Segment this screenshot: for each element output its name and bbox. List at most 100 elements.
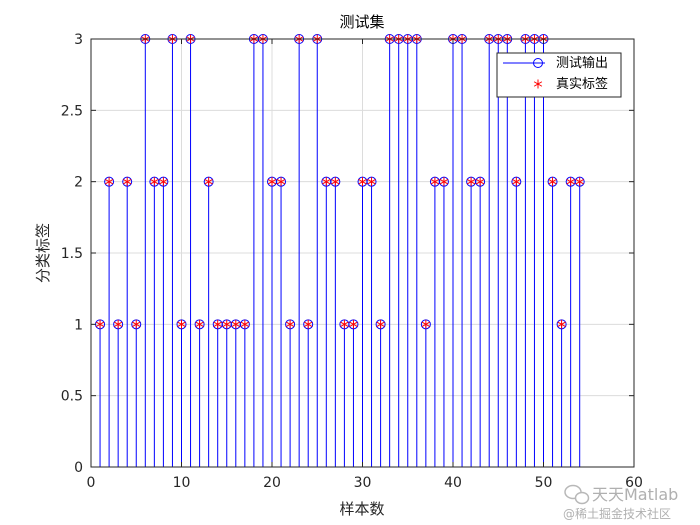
y-tick-label: 0 — [74, 460, 83, 476]
y-tick-label: 2 — [74, 175, 83, 191]
asterisk-stroke — [222, 321, 231, 328]
asterisk-stroke — [533, 81, 543, 87]
truth-asterisk-marker — [566, 177, 575, 187]
watermark-line-1: 天天Matlab — [592, 485, 678, 504]
x-axis-ticks: 0 10 20 30 40 50 60 — [87, 39, 643, 491]
asterisk-stroke — [376, 321, 385, 328]
asterisk-stroke — [331, 178, 340, 185]
truth-asterisk-marker — [195, 319, 204, 329]
truth-asterisk-marker — [466, 177, 476, 187]
legend-box — [496, 52, 622, 98]
stem-series — [99, 39, 581, 467]
truth-asterisk-marker — [114, 319, 123, 329]
truth-asterisk-marker — [213, 319, 222, 329]
truth-asterisk-marker — [548, 177, 557, 187]
asterisk-stroke — [159, 178, 168, 185]
x-tick-label: 40 — [444, 475, 462, 491]
asterisk-stroke — [421, 321, 430, 328]
asterisk-stroke — [114, 321, 123, 328]
y-tick-label: 1.5 — [61, 246, 83, 262]
truth-asterisk-marker — [104, 177, 114, 187]
legend-circle-marker-icon — [533, 58, 543, 68]
truth-asterisk-marker — [421, 319, 430, 329]
asterisk-stroke — [367, 178, 376, 185]
truth-asterisk-marker — [159, 177, 168, 187]
wechat-logo-icon — [564, 484, 590, 505]
legend-entry-truth: 真实标签 — [533, 76, 608, 92]
asterisk-stroke — [476, 178, 485, 185]
x-tick-label: 30 — [354, 475, 372, 491]
y-tick-label: 2.5 — [61, 103, 83, 119]
asterisk-stroke — [150, 178, 159, 185]
asterisk-stroke — [177, 321, 186, 328]
x-tick-label: 10 — [173, 475, 191, 491]
x-tick-label: 50 — [535, 475, 553, 491]
x-tick-label: 60 — [625, 475, 643, 491]
legend-label-output: 测试输出 — [556, 55, 608, 71]
asterisk-stroke — [231, 321, 240, 328]
truth-asterisk-marker — [367, 177, 376, 187]
y-tick-label: 1 — [74, 317, 83, 333]
truth-asterisk-marker — [204, 177, 213, 187]
asterisk-stroke — [439, 178, 449, 185]
legend-asterisk-marker-icon — [533, 79, 543, 89]
x-tick-label: 0 — [87, 475, 96, 491]
asterisk-stroke — [349, 321, 358, 328]
asterisk-stroke — [285, 321, 295, 328]
legend-entry-output: 测试输出 — [503, 55, 608, 71]
truth-asterisk-marker — [95, 319, 105, 329]
asterisk-stroke — [104, 178, 114, 185]
truth-asterisk-marker — [276, 177, 286, 187]
asterisk-stroke — [267, 178, 277, 185]
asterisk-stroke — [123, 178, 132, 185]
truth-asterisk-marker — [177, 319, 186, 329]
y-axis-label: 分类标签 — [34, 223, 52, 283]
truth-asterisk-marker — [231, 319, 240, 329]
asterisk-stroke — [512, 178, 521, 185]
truth-asterisk-marker — [340, 319, 349, 329]
asterisk-stroke — [358, 178, 367, 185]
truth-asterisk-marker — [304, 319, 313, 329]
truth-asterisk-marker — [132, 319, 141, 329]
asterisk-stroke — [304, 321, 313, 328]
truth-asterisk-marker — [575, 177, 584, 187]
asterisk-stroke — [322, 178, 331, 185]
truth-asterisk-marker — [267, 177, 277, 187]
truth-asterisk-marker — [430, 177, 440, 187]
truth-asterisk-marker — [331, 177, 340, 187]
truth-asterisk-marker — [557, 319, 566, 329]
truth-asterisk-marker — [439, 177, 449, 187]
truth-asterisk-marker — [512, 177, 521, 187]
truth-asterisk-marker — [240, 319, 249, 329]
watermark-line-2: @稀土掘金技术社区 — [563, 506, 671, 521]
truth-asterisk-marker — [358, 177, 367, 187]
truth-asterisk-marker — [222, 319, 231, 329]
watermark: 天天Matlab @稀土掘金技术社区 — [563, 484, 678, 521]
truth-asterisk-marker — [322, 177, 331, 187]
asterisk-stroke — [466, 178, 476, 185]
y-axis-ticks: 0 0.5 1 1.5 2 2.5 3 — [61, 32, 634, 476]
asterisk-stroke — [95, 321, 105, 328]
truth-asterisk-marker — [285, 319, 295, 329]
asterisk-stroke — [575, 178, 584, 185]
truth-asterisk-marker — [123, 177, 132, 187]
chart-title: 测试集 — [339, 13, 384, 31]
asterisk-stroke — [195, 321, 204, 328]
asterisk-stroke — [276, 178, 286, 185]
asterisk-stroke — [557, 321, 566, 328]
legend-asterisk — [533, 79, 543, 89]
legend-label-truth: 真实标签 — [556, 76, 608, 92]
truth-asterisk-marker — [376, 319, 385, 329]
x-tick-label: 20 — [263, 475, 281, 491]
truth-asterisk-marker — [150, 177, 159, 187]
y-tick-label: 3 — [74, 32, 83, 48]
asterisk-stroke — [240, 321, 249, 328]
truth-asterisk-marker — [476, 177, 485, 187]
asterisk-stroke — [340, 321, 349, 328]
legend: 测试输出 真实标签 — [496, 52, 622, 98]
asterisk-stroke — [548, 178, 557, 185]
asterisk-stroke — [430, 178, 440, 185]
asterisk-stroke — [132, 321, 141, 328]
truth-asterisk-marker — [349, 319, 358, 329]
